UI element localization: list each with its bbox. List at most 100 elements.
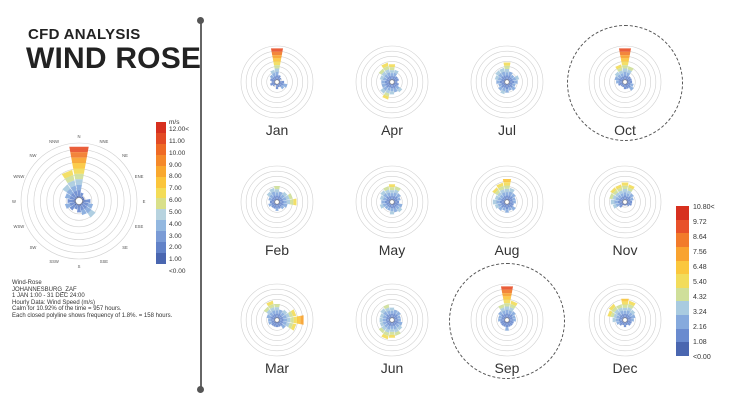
legend-swatch <box>676 260 689 275</box>
month-rose-chart <box>470 283 544 357</box>
wind-petal <box>270 48 284 80</box>
legend-label: 10.00 <box>169 149 186 157</box>
legend-swatch <box>676 342 689 357</box>
wind-petal <box>279 198 297 206</box>
legend-label: 4.32 <box>693 294 707 301</box>
month-rose-chart <box>588 283 662 357</box>
subtitle: CFD ANALYSIS <box>28 26 141 43</box>
wind-petal <box>268 197 276 202</box>
wind-petal <box>502 178 512 200</box>
month-label: Apr <box>381 122 403 138</box>
wind-petal <box>277 191 283 201</box>
wind-petal <box>393 83 403 93</box>
wind-petal <box>626 314 636 320</box>
legend-swatch <box>676 246 689 262</box>
wind-petal <box>392 186 401 201</box>
wind-petal <box>621 182 629 200</box>
wind-petal <box>69 146 89 198</box>
month-label: Dec <box>612 360 638 376</box>
wind-petal <box>621 298 629 318</box>
wind-petal <box>392 203 398 213</box>
wind-petal <box>278 309 288 319</box>
wind-petal <box>626 82 634 87</box>
legend-swatch <box>676 274 689 289</box>
wind-petal <box>495 70 506 81</box>
highlight-circle <box>449 263 565 379</box>
wind-petal <box>625 184 635 201</box>
wind-petal <box>274 186 280 200</box>
legend-label: 8.00 <box>169 173 182 181</box>
wind-petal <box>496 80 505 84</box>
note-line: Wind-Rose <box>12 280 42 286</box>
wind-petal <box>268 318 275 322</box>
wind-petal <box>508 315 516 320</box>
wind-petal <box>394 200 400 204</box>
wind-petal <box>627 318 634 322</box>
wind-petal <box>69 202 78 211</box>
wind-petal <box>498 315 506 320</box>
main-legend-unit: m/s <box>169 119 180 126</box>
wind-petal <box>494 75 506 82</box>
wind-petal <box>392 309 398 319</box>
legend-swatch <box>676 206 689 221</box>
wind-petal <box>393 197 401 202</box>
wind-petal <box>615 184 625 201</box>
month-rose-chart <box>240 45 314 119</box>
wind-petal <box>279 315 304 325</box>
legend-label: 6.00 <box>169 197 182 204</box>
wind-petal <box>381 200 390 204</box>
wind-petal <box>508 197 516 202</box>
direction-label: ENE <box>135 174 144 179</box>
month-rose-chart <box>355 165 429 239</box>
month-label: Jul <box>498 122 516 138</box>
vertical-divider <box>200 20 202 390</box>
direction-label: WNW <box>13 174 24 179</box>
month-label: May <box>378 242 406 258</box>
legend-swatch <box>156 231 166 243</box>
page-title: WIND ROSE <box>26 42 202 75</box>
wind-petal <box>508 75 520 82</box>
wind-petal <box>387 203 392 211</box>
legend-swatch <box>156 143 166 156</box>
direction-label: SSE <box>100 259 109 264</box>
wind-petal <box>379 317 390 323</box>
legend-label: 8.64 <box>693 234 707 241</box>
wind-petal <box>507 71 513 81</box>
legend-swatch <box>156 198 166 210</box>
wind-petal <box>503 62 511 80</box>
legend-label: 9.72 <box>693 219 707 226</box>
legend-label: 3.00 <box>169 232 182 240</box>
monthly-legend: 10.80< 9.72 8.64 7.56 6.48 5.40 4.32 3.24 2.16 1.… <box>676 204 726 364</box>
legend-swatch <box>156 209 166 221</box>
legend-label: 6.48 <box>693 264 707 271</box>
legend-label: 2.16 <box>693 324 707 331</box>
wind-petal <box>507 187 515 201</box>
wind-petal <box>383 186 392 201</box>
month-label: Mar <box>264 360 290 376</box>
wind-petal <box>379 195 391 202</box>
wind-petal <box>616 304 625 319</box>
wind-petal <box>81 197 85 201</box>
main-wind-rose: N NNE NE ENE E ESE SE SSE S SSW SW WSW W WNW NW NNW <box>12 134 146 269</box>
wind-petal <box>263 306 276 319</box>
wind-petal <box>266 314 276 320</box>
direction-label: E <box>143 199 146 204</box>
wind-petal <box>392 69 399 81</box>
wind-petal <box>379 202 391 209</box>
legend-swatch <box>676 328 689 343</box>
highlight-circle <box>567 25 683 141</box>
wind-petal <box>270 69 277 81</box>
wind-petal <box>394 318 401 322</box>
legend-swatch <box>156 242 166 254</box>
legend-swatch <box>676 233 689 248</box>
wind-petal <box>278 309 297 320</box>
month-label: Oct <box>614 122 636 138</box>
wind-petal <box>623 84 627 90</box>
wind-petal <box>507 203 512 211</box>
legend-label: 7.56 <box>693 249 707 256</box>
wind-petal <box>609 193 624 202</box>
direction-label: NE <box>122 153 128 158</box>
wind-petal <box>389 204 395 215</box>
wind-petal <box>393 203 403 213</box>
wind-petal <box>492 199 505 205</box>
